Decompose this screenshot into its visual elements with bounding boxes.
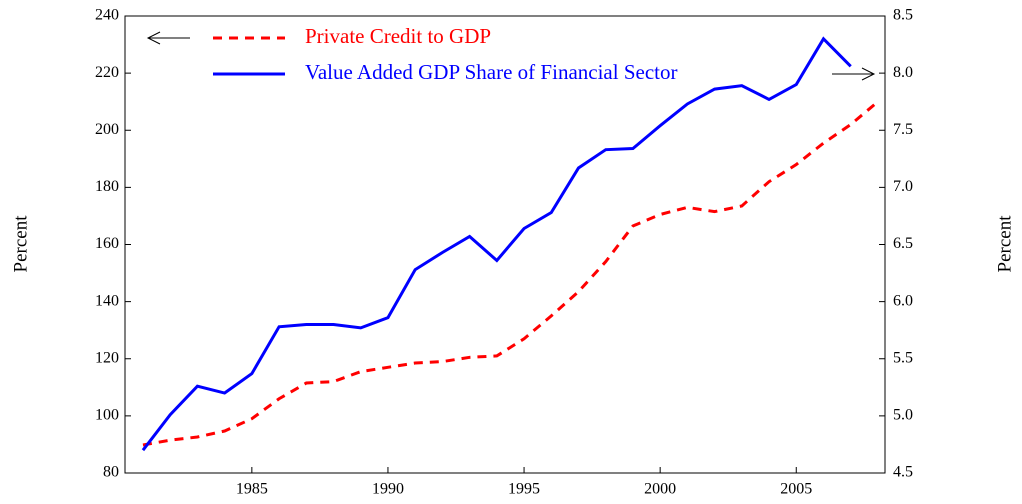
y2-tick-label: 8.5 <box>893 7 913 24</box>
y2-tick-label: 5.5 <box>893 349 913 366</box>
y2-tick-label: 4.5 <box>893 464 913 481</box>
y2-tick-label: 6.0 <box>893 292 913 309</box>
y-tick-label: 160 <box>95 235 119 252</box>
y-tick-label: 80 <box>103 464 119 481</box>
y-tick-label: 180 <box>95 178 119 195</box>
plot-frame <box>124 15 886 474</box>
right-arrow <box>832 67 876 81</box>
y-tick-label: 120 <box>95 349 119 366</box>
y2-tick-label: 6.5 <box>893 235 913 252</box>
left-arrow <box>146 31 190 45</box>
y-tick-label: 220 <box>95 64 119 81</box>
y2-tick-label: 5.0 <box>893 407 913 424</box>
y-tick-label: 140 <box>95 292 119 309</box>
y2-tick-label: 7.5 <box>893 121 913 138</box>
y-tick-label: 200 <box>95 121 119 138</box>
y2-tick-label: 7.0 <box>893 178 913 195</box>
y-axis-label: Percent <box>10 215 31 273</box>
legend-label: Value Added GDP Share of Financial Secto… <box>305 60 677 84</box>
line-series <box>142 100 879 447</box>
y-tick-label: 240 <box>95 7 119 24</box>
legend-label: Private Credit to GDP <box>305 24 491 48</box>
line-series <box>141 36 852 452</box>
x-tick-label: 2005 <box>780 481 812 498</box>
x-tick-label: 1990 <box>372 481 404 498</box>
x-tick-label: 2000 <box>644 481 676 498</box>
x-tick-label: 1985 <box>236 481 268 498</box>
y2-tick-label: 8.0 <box>893 64 913 81</box>
x-tick-label: 1995 <box>508 481 540 498</box>
y-tick-label: 100 <box>95 407 119 424</box>
y2-axis-label: Percent <box>994 215 1015 273</box>
